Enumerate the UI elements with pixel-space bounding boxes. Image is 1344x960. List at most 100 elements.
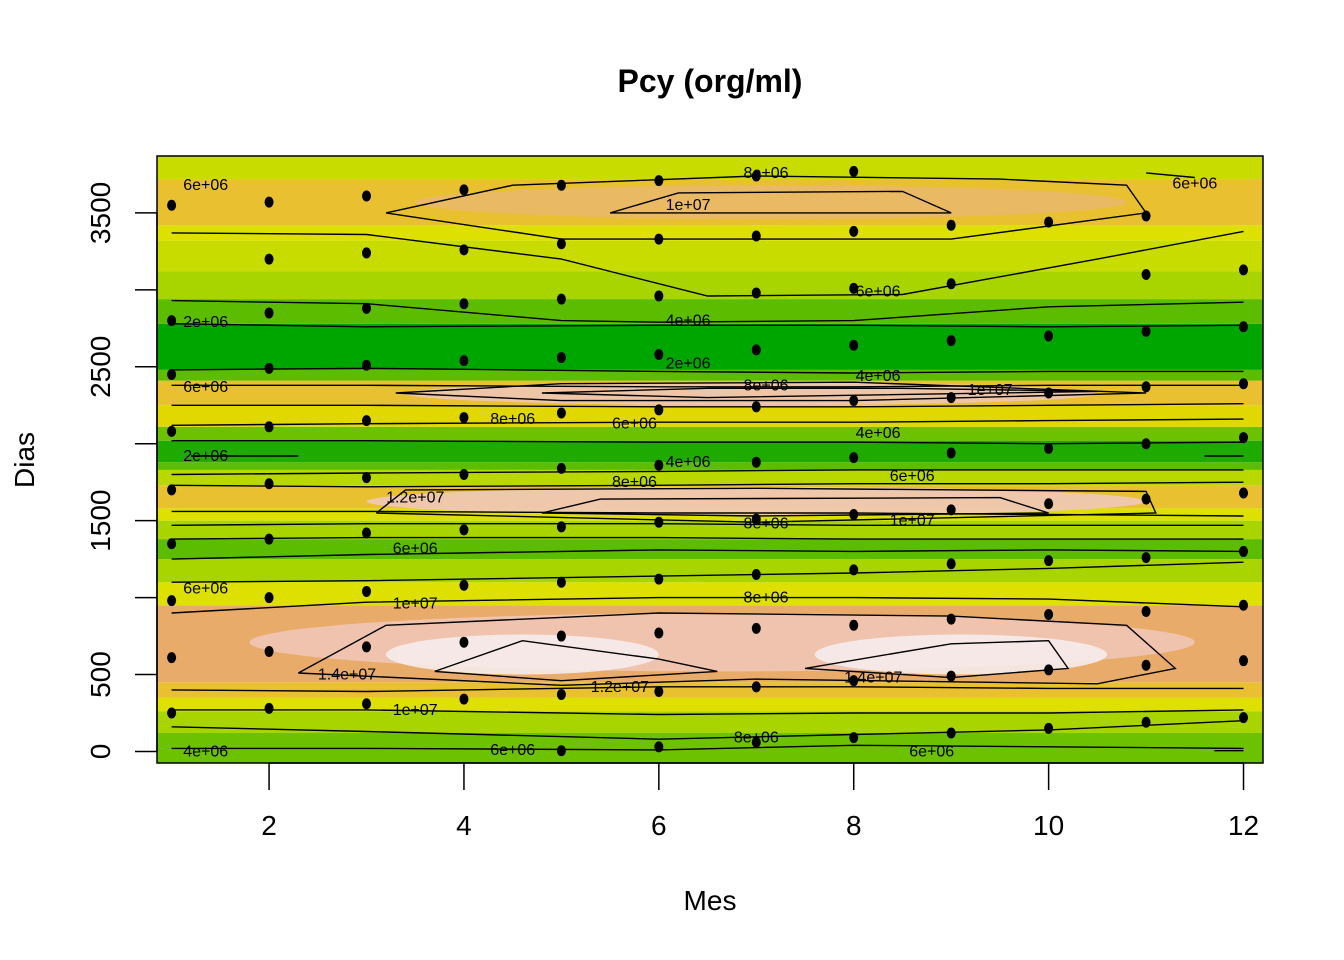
contour-label: 6e+06 <box>490 742 535 759</box>
data-point <box>1141 210 1151 222</box>
contour-label: 8e+06 <box>612 474 657 491</box>
data-point <box>1141 438 1151 450</box>
data-point <box>264 307 274 319</box>
data-point <box>849 452 859 464</box>
contour-line <box>541 496 1049 517</box>
data-point <box>362 527 372 539</box>
contour-label: 6e+06 <box>183 580 228 597</box>
data-point <box>849 619 859 631</box>
contour-label: 1.4e+07 <box>844 670 902 687</box>
contour-label: 6e+06 <box>1172 176 1217 193</box>
contour-line <box>171 440 1244 445</box>
contour-label: 6e+06 <box>856 283 901 300</box>
data-point <box>556 238 566 250</box>
data-point <box>1239 321 1249 333</box>
contour-line <box>1146 172 1195 179</box>
data-point <box>946 727 956 739</box>
contour-label: 1e+07 <box>666 197 711 214</box>
data-point <box>1239 545 1249 557</box>
data-point <box>849 339 859 351</box>
data-point <box>1044 387 1054 399</box>
data-point <box>264 533 274 545</box>
data-point <box>167 595 177 607</box>
data-point <box>654 404 664 416</box>
contour-label: 4e+06 <box>666 454 711 471</box>
data-point <box>556 630 566 642</box>
contour-line <box>171 367 1244 374</box>
data-point <box>849 675 859 687</box>
contour-label: 6e+06 <box>909 743 954 760</box>
data-point <box>751 287 761 299</box>
y-axis: 0 500 1500 2500 3500 <box>85 182 158 760</box>
data-point <box>946 504 956 516</box>
data-point <box>849 282 859 294</box>
data-point <box>849 732 859 744</box>
contour-line <box>171 323 1244 328</box>
data-point <box>1239 487 1249 499</box>
data-point <box>264 478 274 490</box>
heatmap-hot-region <box>814 634 1108 675</box>
contour-label: 4e+06 <box>183 743 228 760</box>
data-point <box>556 576 566 588</box>
heatmap-band <box>157 271 1263 300</box>
data-point <box>362 302 372 314</box>
data-point <box>264 253 274 265</box>
data-point <box>556 745 566 757</box>
data-point <box>654 741 664 753</box>
contour-label: 6e+06 <box>393 540 438 557</box>
heatmap-band <box>157 156 1263 180</box>
data-point <box>946 447 956 459</box>
contour-label: 8e+06 <box>490 411 535 428</box>
contour-label: 1e+07 <box>890 513 935 530</box>
data-point <box>1239 378 1249 390</box>
contour-line <box>395 381 1147 402</box>
data-point <box>459 636 469 648</box>
data-point <box>1044 442 1054 454</box>
data-point <box>849 564 859 576</box>
data-point <box>556 293 566 305</box>
x-tick-label: 10 <box>1033 810 1064 841</box>
heatmap-band <box>157 323 1263 370</box>
contour-line <box>171 709 1244 716</box>
data-point <box>654 573 664 585</box>
data-point <box>751 569 761 581</box>
contour-line <box>171 536 1244 540</box>
contour-line <box>171 596 1244 614</box>
heatmap-band <box>157 225 1263 241</box>
data-point <box>654 627 664 639</box>
data-point <box>362 415 372 427</box>
data-point <box>1141 552 1151 564</box>
data-point <box>459 355 469 367</box>
data-point <box>459 469 469 481</box>
data-point <box>1141 325 1151 337</box>
data-point <box>1239 599 1249 611</box>
data-point <box>1044 722 1054 734</box>
data-point <box>654 685 664 697</box>
contour-label: 2e+06 <box>666 356 711 373</box>
data-point <box>1141 268 1151 280</box>
data-point <box>362 472 372 484</box>
contour-label: 6e+06 <box>890 468 935 485</box>
data-point <box>654 516 664 528</box>
x-tick-label: 12 <box>1228 810 1259 841</box>
x-axis-label: Mes <box>684 885 737 916</box>
data-point <box>167 484 177 496</box>
data-point <box>167 425 177 437</box>
heatmap-hot-region <box>415 185 1127 220</box>
data-point <box>264 592 274 604</box>
x-axis: 2 4 6 8 10 12 <box>261 762 1259 841</box>
data-point <box>751 456 761 468</box>
data-point <box>849 509 859 521</box>
data-point <box>459 524 469 536</box>
data-point <box>946 335 956 347</box>
data-point <box>1239 712 1249 724</box>
data-point <box>362 641 372 653</box>
contour-label: 1.2e+07 <box>386 490 444 507</box>
heatmap-band <box>157 582 1263 606</box>
heatmap-band <box>157 682 1263 698</box>
data-point <box>1044 609 1054 621</box>
contour-line <box>171 469 1244 476</box>
y-tick-label: 0 <box>85 744 116 760</box>
data-point <box>946 558 956 570</box>
